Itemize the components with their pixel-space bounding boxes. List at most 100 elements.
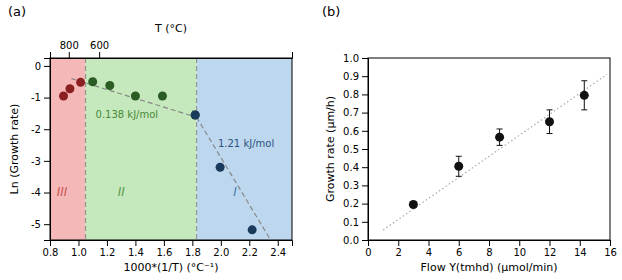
tick-label: 800 [60,40,79,51]
region-label: I [233,185,237,199]
tick: 1.0 [343,53,368,64]
x-axis-title: Flow Y(tmhd) (μmol/min) [421,261,558,274]
tick-mark [44,161,50,162]
tick: 6 [456,240,462,258]
tick-mark [550,240,551,246]
tick-label: 2.2 [242,247,258,258]
tick: 10 [513,240,526,258]
tick: -5 [31,219,50,230]
fit-line [192,110,270,240]
plot-area [383,74,607,230]
region-label: II [118,185,126,199]
x-axis-line [369,241,611,247]
region [197,58,292,240]
tick: 1.4 [128,240,144,258]
tick-label: 0.3 [343,180,359,191]
tick-label: -5 [31,219,41,230]
tick-mark [221,240,222,246]
annotation: 1.21 kJ/mol [218,138,274,149]
tick: 0.6 [343,126,368,137]
x-axis-title: 1000*(1/T) (°C⁻¹) [124,261,219,274]
tick-mark [278,240,279,246]
tick: 2 [396,240,402,258]
point [65,84,74,93]
tick-label: 14 [574,247,587,258]
tick: 0.7 [343,107,368,118]
tick-mark [44,129,50,130]
region [86,58,197,240]
point [409,200,418,209]
tick-mark [362,76,368,77]
tick-label: 1.8 [185,247,201,258]
tick-label: 0.1 [343,217,359,228]
tick-mark [362,94,368,95]
tick-mark [44,193,50,194]
boundary-line [196,58,197,240]
point [580,91,589,100]
tick-label: -4 [31,187,41,198]
x2-axis-line [51,52,293,59]
tick-label: 16 [604,247,617,258]
tick-label: 2.4 [270,247,286,258]
point [248,225,257,234]
tick: 1.8 [185,240,201,258]
panel-title: (a) [8,4,26,19]
x2-axis: 800600 [51,40,293,59]
tick-mark [135,240,136,246]
tick-label: 1.2 [99,247,115,258]
boundary-line [85,58,86,240]
chart-root: 0.81.01.21.41.61.82.02.22.40-1-2-3-4-580… [0,0,622,280]
plot-frame [368,58,610,240]
panel: 0.81.01.21.41.61.82.02.22.40-1-2-3-4-580… [8,4,293,274]
tick-label: -1 [31,92,41,103]
tick-label: 0.2 [343,198,359,209]
tick: 0 [365,240,371,258]
tick: 2.2 [242,240,258,258]
point [88,77,97,86]
y-axis-title: Ln (Growth rate) [8,104,21,195]
tick-mark [580,240,581,246]
point [495,133,504,142]
tick: 0.9 [343,71,368,82]
tick-label: 6 [456,247,462,258]
tick: 12 [544,240,557,258]
tick: 0.8 [343,89,368,100]
tick: 1.0 [71,240,87,258]
point [191,110,200,119]
tick-label: 1.0 [71,247,87,258]
tick-label: 1.4 [128,247,144,258]
tick: -1 [31,92,50,103]
y-axis: 0.0 0.1 0.2 0.3 0.4 0.5 0.6 0.7 0.8 0.9 1.0 [343,53,368,246]
point [76,78,85,87]
y-axis: 0-1-2-3-4-5 [31,59,50,241]
tick-mark [362,240,368,241]
point [216,163,225,172]
tick-mark [362,167,368,168]
point [454,162,463,171]
tick-label: 0.5 [343,144,359,155]
y-axis-line [362,59,369,241]
tick: 0.4 [343,162,368,173]
y-axis-title: Growth rate (μm/h) [324,96,337,202]
tick-mark [519,240,520,246]
tick: 800 [60,40,79,58]
tick-mark [69,52,70,58]
point [59,91,68,100]
tick-label: 0.8 [343,89,359,100]
tick: 2.0 [213,240,229,258]
tick: 0.0 [343,235,368,246]
tick: 0.2 [343,198,368,209]
point [105,81,114,90]
point [191,110,200,119]
tick-mark [610,240,611,246]
x2-axis-title: T (°C) [154,22,187,35]
tick-label: 1.6 [156,247,172,258]
point [158,91,167,100]
tick-label: -3 [31,156,41,167]
point [545,117,554,126]
tick-mark [429,240,430,246]
tick-label: 0.0 [343,235,359,246]
tick: 16 [604,240,617,258]
tick-mark [362,222,368,223]
tick-mark [362,185,368,186]
